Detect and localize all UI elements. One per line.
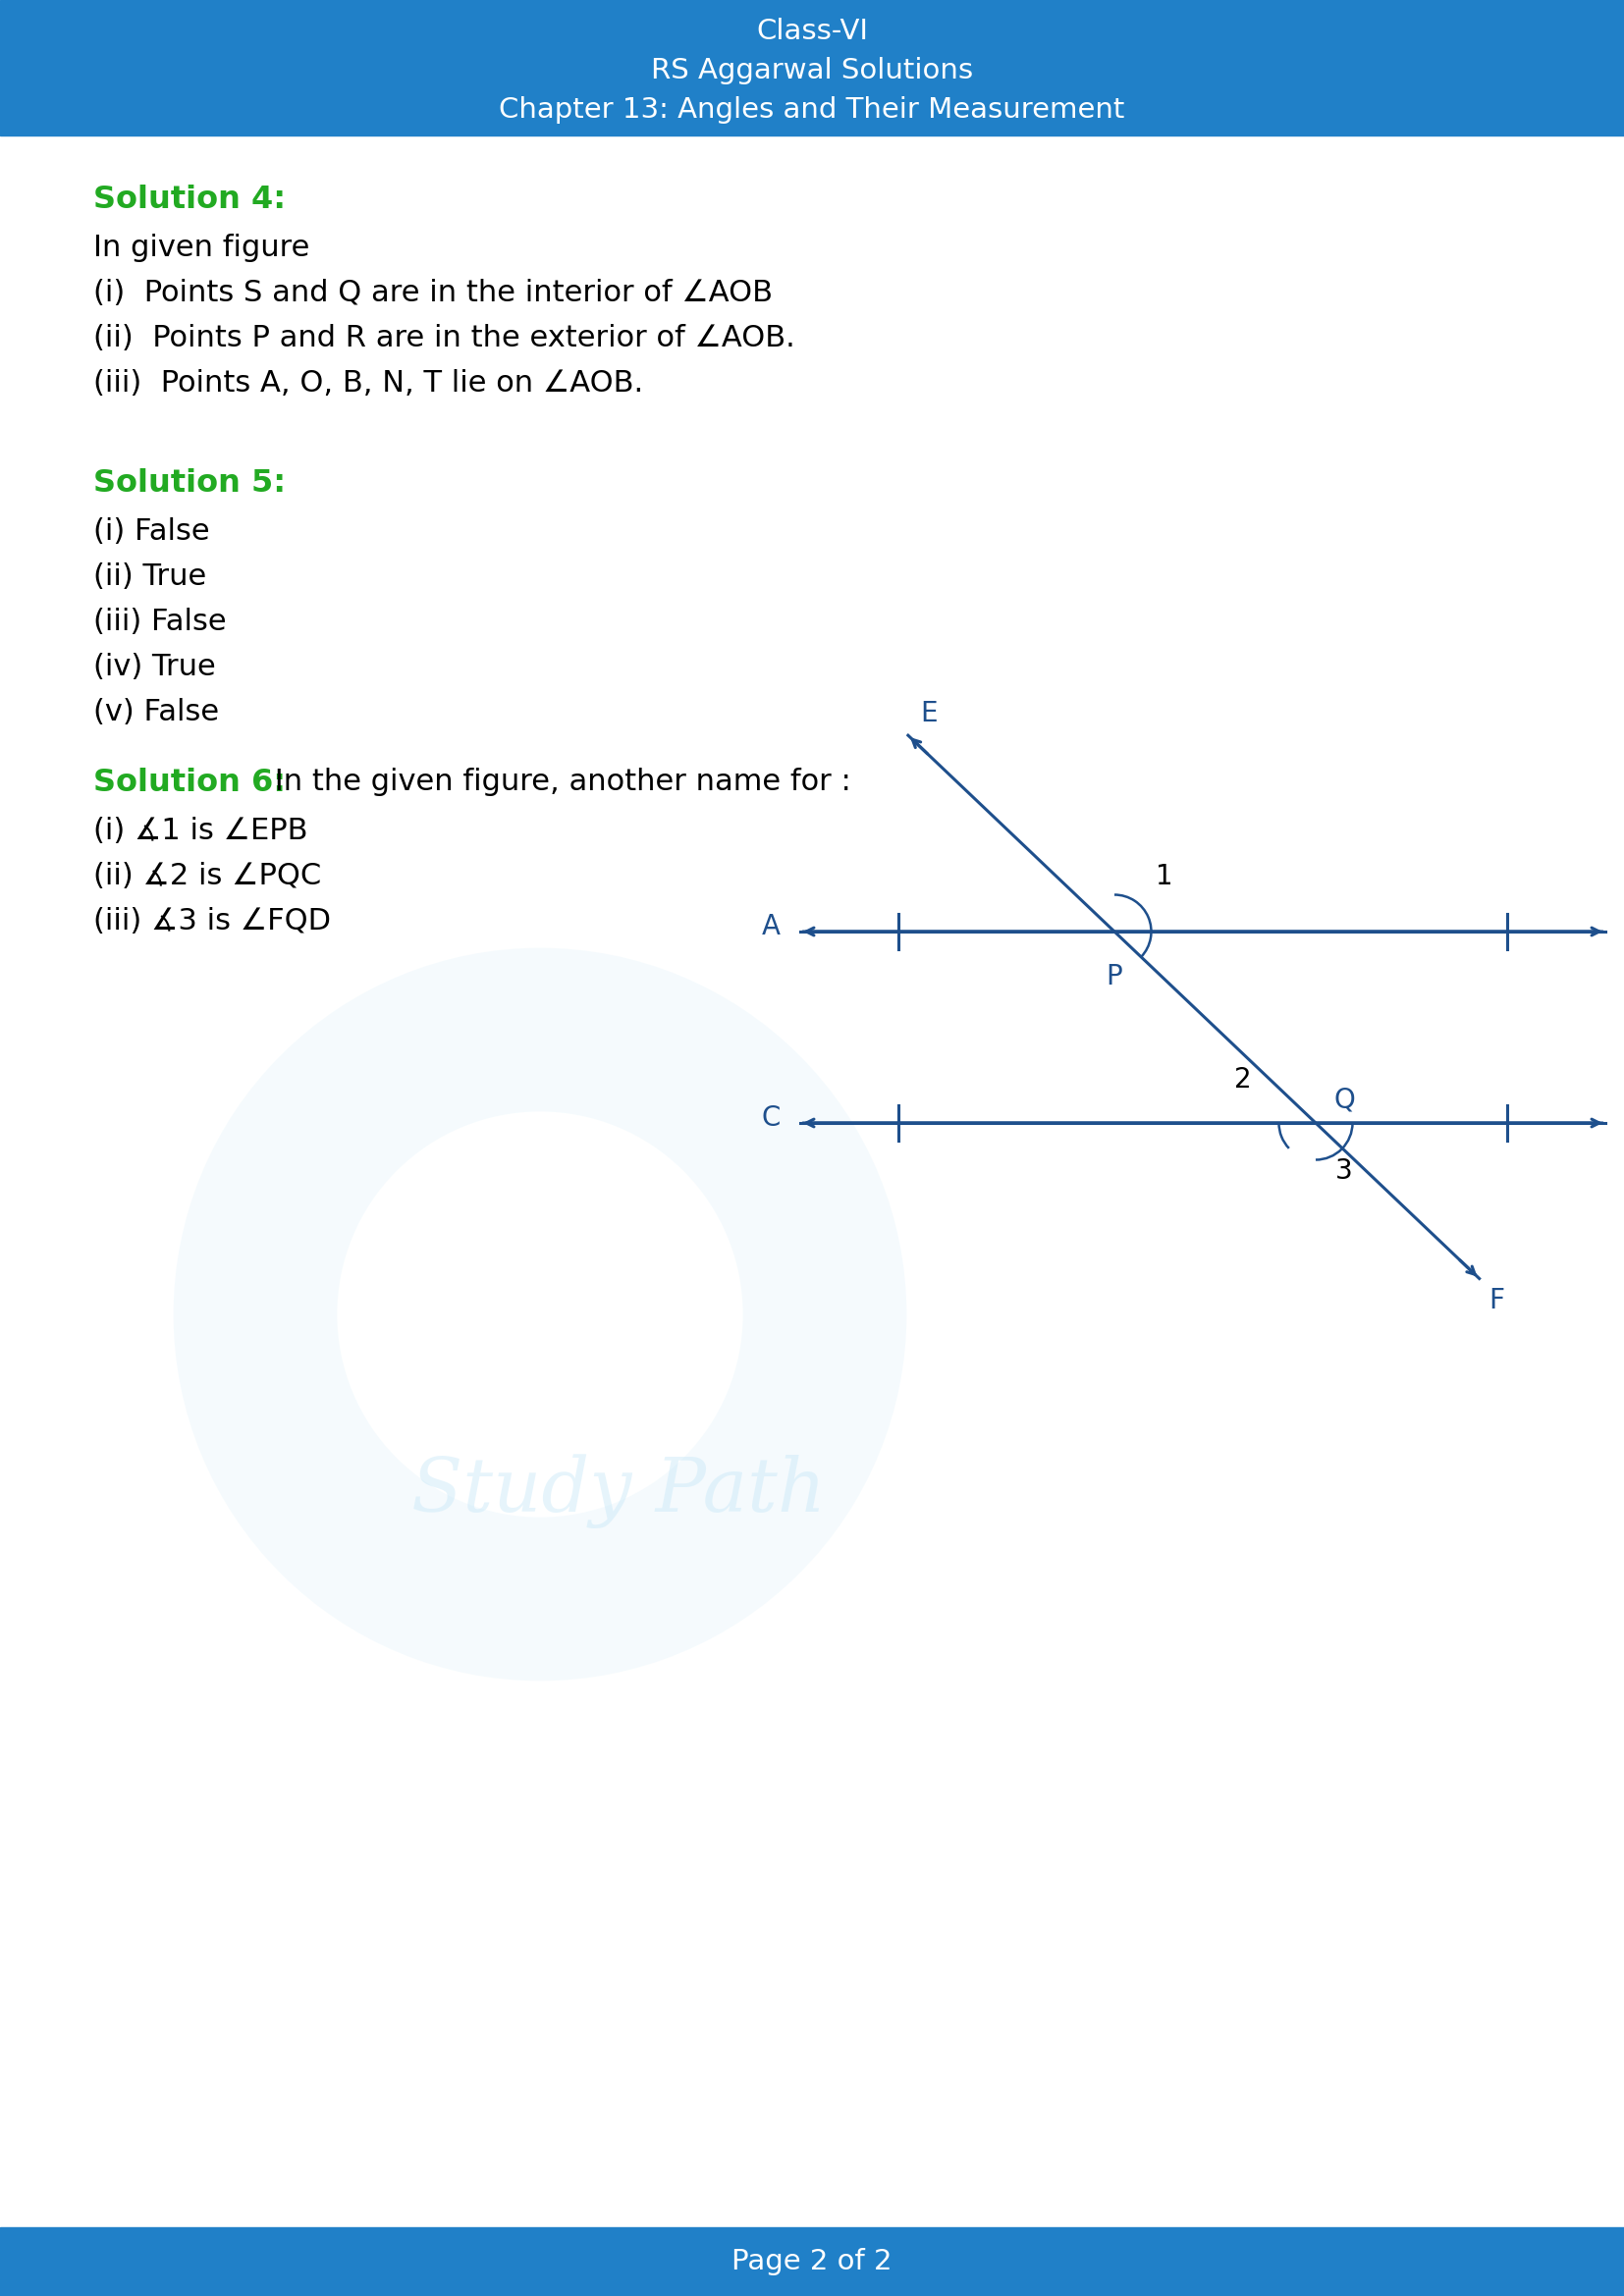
Text: Solution 4:: Solution 4: [93,184,286,216]
Text: RS Aggarwal Solutions: RS Aggarwal Solutions [651,57,973,85]
Text: 2: 2 [1234,1065,1252,1093]
Text: (iii) False: (iii) False [93,608,226,636]
Bar [0,0,1624,135]
Text: C: C [762,1104,781,1132]
Text: Chapter 13: Angles and Their Measurement: Chapter 13: Angles and Their Measurement [499,96,1125,124]
Text: F: F [1489,1286,1505,1313]
Text: (i)  Points S and Q are in the interior of ∠AOB: (i) Points S and Q are in the interior o… [93,278,773,308]
Text: Class-VI: Class-VI [757,18,867,46]
Text: Study Path: Study Path [411,1453,827,1529]
Text: (i) ∡1 is ∠EPB: (i) ∡1 is ∠EPB [93,817,309,845]
Text: (iv) True: (iv) True [93,652,216,682]
Bar [0,2227,1624,2296]
Text: (v) False: (v) False [93,698,219,726]
Text: Solution 6:: Solution 6: [93,767,286,799]
Text: Q: Q [1333,1086,1354,1114]
Text: (iii) ∡3 is ∠FQD: (iii) ∡3 is ∠FQD [93,907,331,934]
Text: (iii)  Points A, O, B, N, T lie on ∠AOB.: (iii) Points A, O, B, N, T lie on ∠AOB. [93,370,643,397]
Text: P: P [1106,962,1122,990]
Text: (ii) ∡2 is ∠PQC: (ii) ∡2 is ∠PQC [93,861,322,891]
Text: 3: 3 [1335,1157,1353,1185]
Text: (i) False: (i) False [93,517,209,546]
Text: (ii) True: (ii) True [93,563,206,590]
Text: In the given figure, another name for :: In the given figure, another name for : [265,767,851,797]
Text: In given figure: In given figure [93,234,310,262]
Text: E: E [919,700,937,728]
Text: 1: 1 [1156,863,1173,891]
Text: A: A [762,914,781,941]
Text: Page 2 of 2: Page 2 of 2 [732,2248,892,2275]
Text: (ii)  Points P and R are in the exterior of ∠AOB.: (ii) Points P and R are in the exterior … [93,324,796,351]
Text: Solution 5:: Solution 5: [93,468,286,498]
